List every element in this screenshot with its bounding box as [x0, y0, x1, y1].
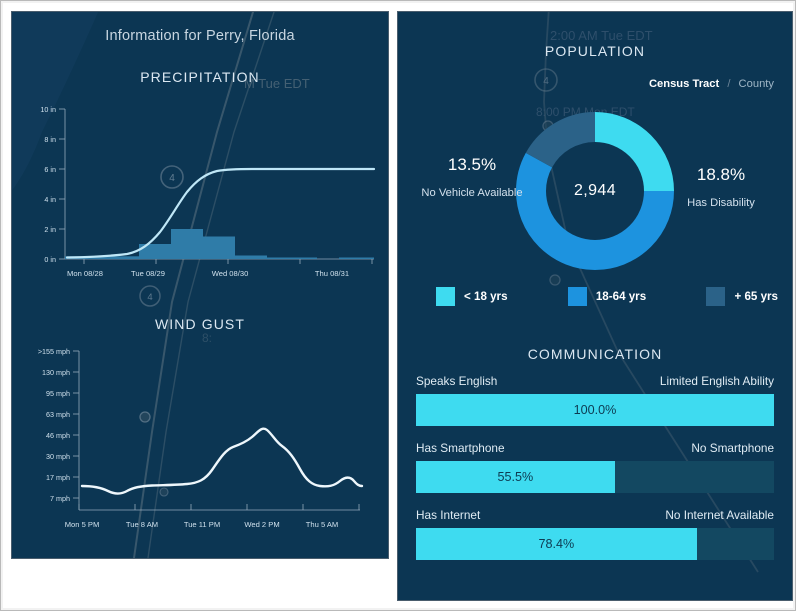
comm-right-label-1: No Smartphone [691, 441, 774, 455]
svg-text:46 mph: 46 mph [46, 431, 70, 440]
wind-gust-chart: >155 mph 130 mph 95 mph 63 mph 46 mph 30… [38, 347, 364, 529]
has-disability-label: Has Disability [687, 196, 755, 209]
svg-text:Mon 5 PM: Mon 5 PM [65, 520, 100, 529]
comm-bar-value-2: 78.4% [538, 537, 575, 551]
location-info-panel: 4 4 M Tue EDT 8: Information for Perry, … [11, 11, 389, 559]
donut-segment-18-64 [516, 112, 674, 270]
page-title: Information for Perry, Florida [105, 28, 295, 44]
legend-item-under-18[interactable]: < 18 yrs [436, 287, 508, 306]
toggle-option-county[interactable]: County [738, 78, 774, 90]
legend-swatch-icon-18-64 [567, 287, 587, 306]
comm-bar-track-2[interactable]: 78.4% [416, 528, 774, 560]
comm-bar-fill-1 [416, 461, 615, 493]
comm-right-label-0: Limited English Ability [659, 374, 774, 388]
legend-item-18-64[interactable]: 18-64 yrs [567, 287, 647, 306]
legend-label-over-65: + 65 yrs [734, 290, 778, 303]
population-donut-chart: 2,944 [398, 108, 792, 274]
svg-text:Thu 08/31: Thu 08/31 [315, 269, 349, 278]
wind-gust-section-title: WIND GUST [154, 316, 245, 332]
age-distribution-donut [516, 112, 674, 270]
comm-bar-fill-0 [416, 394, 774, 426]
svg-text:7 mph: 7 mph [50, 494, 70, 503]
comm-left-label-0: Speaks English [416, 374, 498, 388]
communication-section-title: COMMUNICATION [527, 346, 663, 362]
toggle-option-census-tract[interactable]: Census Tract [648, 78, 720, 90]
svg-text:30 mph: 30 mph [46, 452, 70, 461]
precipitation-section-title: PRECIPITATION [140, 69, 260, 85]
svg-text:Tue 08/29: Tue 08/29 [131, 269, 165, 278]
legend-label-under-18: < 18 yrs [464, 290, 508, 303]
svg-text:Thu 5 AM: Thu 5 AM [306, 520, 339, 529]
svg-text:>155 mph: >155 mph [38, 347, 70, 356]
svg-text:6 in: 6 in [44, 165, 56, 174]
comm-row-has-smartphone: Has Smartphone No Smartphone 55.5% [416, 441, 774, 493]
svg-text:130 mph: 130 mph [42, 368, 70, 377]
svg-text:Wed 08/30: Wed 08/30 [212, 269, 249, 278]
svg-text:Tue 8 AM: Tue 8 AM [126, 520, 158, 529]
no-vehicle-label: No Vehicle Available [421, 186, 523, 199]
comm-left-label-2: Has Internet [416, 508, 481, 522]
svg-text:10 in: 10 in [40, 105, 56, 114]
comm-bar-value-0: 100.0% [573, 403, 617, 417]
has-disability-percent: 18.8% [696, 165, 746, 184]
precipitation-chart: 10 in 8 in 6 in 4 in 2 in 0 in [40, 105, 376, 278]
comm-left-label-1: Has Smartphone [416, 441, 505, 455]
population-section-title: POPULATION [544, 43, 646, 59]
svg-text:63 mph: 63 mph [46, 410, 70, 419]
svg-text:2:00 AM Tue EDT: 2:00 AM Tue EDT [550, 28, 653, 43]
svg-text:0 in: 0 in [44, 255, 56, 264]
legend-label-18-64: 18-64 yrs [595, 290, 647, 303]
legend-item-over-65[interactable]: + 65 yrs [706, 287, 778, 306]
no-vehicle-stat: 13.5% No Vehicle Available [412, 154, 532, 203]
comm-bar-track-1[interactable]: 55.5% [416, 461, 774, 493]
no-vehicle-percent: 13.5% [447, 155, 497, 174]
geography-scope-toggle[interactable]: Census Tract / County [649, 78, 774, 90]
comm-row-has-internet: Has Internet No Internet Available 78.4% [416, 508, 774, 560]
age-legend: < 18 yrs 18-64 yrs + 65 yrs [436, 287, 778, 306]
svg-text:4: 4 [543, 76, 549, 87]
legend-swatch-icon-under-18 [436, 287, 455, 306]
svg-text:2 in: 2 in [44, 225, 56, 234]
svg-text:Mon 08/28: Mon 08/28 [67, 269, 103, 278]
svg-text:95 mph: 95 mph [46, 389, 70, 398]
legend-swatch-icon-over-65 [706, 287, 726, 306]
svg-text:17 mph: 17 mph [46, 473, 70, 482]
has-disability-stat: 18.8% Has Disability [660, 164, 782, 213]
comm-bar-value-1: 55.5% [497, 470, 534, 484]
comm-right-label-2: No Internet Available [665, 508, 774, 522]
comm-bar-fill-2 [416, 528, 697, 560]
svg-text:4: 4 [147, 292, 152, 303]
comm-row-speaks-english: Speaks English Limited English Ability 1… [416, 374, 774, 426]
svg-text:Tue 11 PM: Tue 11 PM [184, 520, 220, 529]
svg-text:Wed 2 PM: Wed 2 PM [244, 520, 279, 529]
toggle-separator: / [727, 78, 731, 90]
communication-bars: Speaks English Limited English Ability 1… [416, 374, 774, 575]
donut-segment-over-65 [516, 112, 674, 270]
donut-center-population-value: 2,944 [573, 182, 617, 199]
comm-bar-track-0[interactable]: 100.0% [416, 394, 774, 426]
svg-text:8 in: 8 in [44, 135, 56, 144]
demographics-panel: 4 2:00 AM Tue EDT 8:00 PM Mon EDT POPULA… [397, 11, 793, 601]
svg-text:4 in: 4 in [44, 195, 56, 204]
